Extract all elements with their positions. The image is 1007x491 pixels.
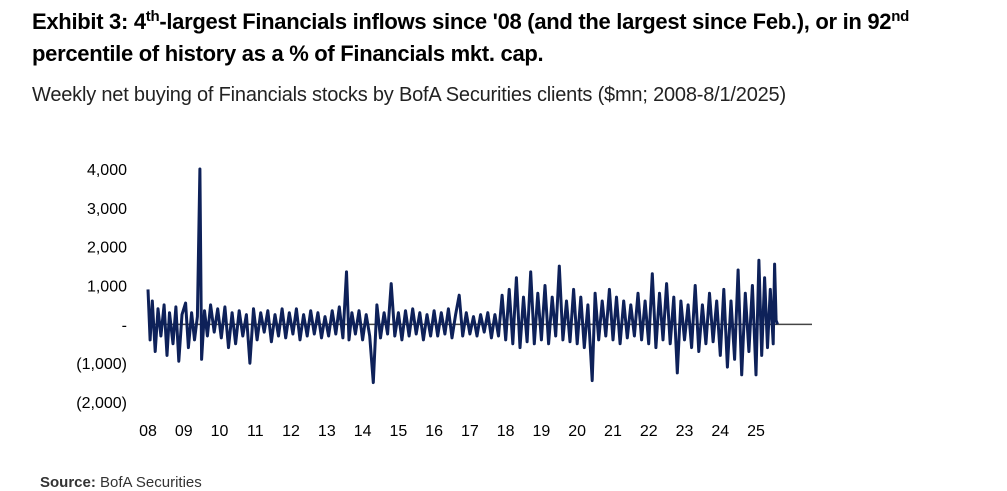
x-tick-label: 21 <box>604 423 622 440</box>
chart-subtitle: Weekly net buying of Financials stocks b… <box>32 84 786 106</box>
x-axis: 08 09 10 11 12 13 14 15 16 17 18 19 20 21 22 23 24 25 <box>139 423 765 440</box>
y-tick-label: (1,000) <box>76 356 127 373</box>
chart-title: Exhibit 3: 4th-largest Financials inflow… <box>32 6 997 70</box>
y-tick-label: 4,000 <box>87 162 127 179</box>
x-tick-label: 16 <box>425 423 443 440</box>
x-tick-label: 22 <box>640 423 658 440</box>
x-tick-label: 25 <box>747 423 765 440</box>
y-tick-label: 2,000 <box>87 240 127 257</box>
y-tick-label: 1,000 <box>87 279 127 296</box>
x-tick-label: 19 <box>533 423 551 440</box>
title-part-3: percentile of history as a % of Financia… <box>32 41 544 66</box>
x-tick-label: 08 <box>139 423 157 440</box>
title-part-2: -largest Financials inflows since '08 (a… <box>159 9 892 34</box>
title-superscript-2: nd <box>891 8 909 25</box>
source-label: Source: <box>40 474 96 491</box>
x-tick-label: 15 <box>389 423 407 440</box>
x-tick-label: 17 <box>461 423 479 440</box>
x-tick-label: 18 <box>497 423 515 440</box>
y-tick-label: 3,000 <box>87 201 127 218</box>
source-text: BofA Securities <box>100 474 202 491</box>
x-tick-label: 14 <box>354 423 372 440</box>
y-tick-label: - <box>122 317 127 334</box>
x-tick-label: 09 <box>175 423 193 440</box>
x-tick-label: 13 <box>318 423 336 440</box>
x-tick-label: 20 <box>568 423 586 440</box>
x-tick-label: 12 <box>282 423 300 440</box>
x-tick-label: 23 <box>676 423 694 440</box>
y-tick-label: (2,000) <box>76 395 127 412</box>
series-group <box>146 167 779 385</box>
source-note: Source: BofA Securities <box>40 474 202 491</box>
series-line <box>146 167 779 385</box>
y-axis: 4,000 3,000 2,000 1,000 - (1,000) (2,000) <box>76 162 127 412</box>
x-tick-label: 11 <box>247 423 264 440</box>
title-superscript-1: th <box>145 8 160 25</box>
line-chart: 4,000 3,000 2,000 1,000 - (1,000) (2,000) 08 09… <box>76 162 812 440</box>
x-tick-label: 24 <box>711 423 729 440</box>
title-part-1: Exhibit 3: 4 <box>32 9 146 34</box>
x-tick-label: 10 <box>211 423 229 440</box>
